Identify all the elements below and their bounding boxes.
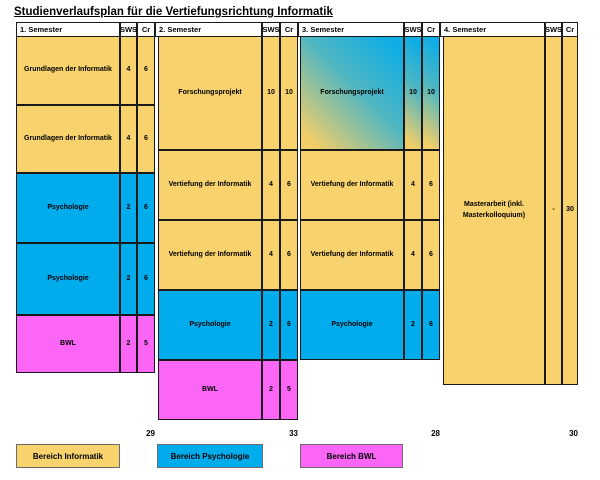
- course-sws: 2: [262, 290, 280, 360]
- course-cr: 6: [280, 220, 298, 290]
- course-sws: 10: [262, 36, 280, 150]
- legend-informatik: Bereich Informatik: [16, 444, 120, 468]
- semester1-sws-header: SWS: [120, 22, 137, 37]
- course-cr: 6: [422, 220, 440, 290]
- page-title: Studienverlaufsplan für die Vertiefungsr…: [14, 6, 333, 18]
- semester1-total: 29: [146, 429, 155, 438]
- course-cr: 6: [137, 173, 155, 243]
- course-cell: BWL: [158, 360, 262, 420]
- semester1-header: 1. Semester: [16, 22, 120, 37]
- course-sws: 4: [404, 150, 422, 220]
- semester2-total: 33: [289, 429, 298, 438]
- course-cell: Vertiefung der Informatik: [158, 220, 262, 290]
- course-sws: 10: [404, 36, 422, 150]
- course-cell: Masterarbeit (inkl. Masterkolloquium): [443, 36, 545, 385]
- course-cr: 6: [280, 290, 298, 360]
- semester3-total: 28: [431, 429, 440, 438]
- course-cell: Vertiefung der Informatik: [300, 150, 404, 220]
- course-cell: Forschungsprojekt: [300, 36, 404, 150]
- course-cell: Vertiefung der Informatik: [158, 150, 262, 220]
- course-cr: 10: [422, 36, 440, 150]
- course-cell: Psychologie: [16, 243, 120, 315]
- course-sws: 4: [262, 150, 280, 220]
- course-cr: 6: [137, 36, 155, 105]
- semester2-header: 2. Semester: [155, 22, 262, 37]
- course-sws: -: [545, 36, 562, 385]
- legend-bwl: Bereich BWL: [300, 444, 403, 468]
- course-cell: Vertiefung der Informatik: [300, 220, 404, 290]
- course-cell: BWL: [16, 315, 120, 373]
- course-cell: Psychologie: [16, 173, 120, 243]
- course-cr: 6: [137, 105, 155, 173]
- course-cell: Psychologie: [158, 290, 262, 360]
- course-cell: Grundlagen der Informatik: [16, 36, 120, 105]
- semester3-cr-header: Cr: [422, 22, 440, 37]
- semester4-sws-header: SWS: [545, 22, 562, 37]
- course-sws: 2: [120, 315, 137, 373]
- course-cell: Grundlagen der Informatik: [16, 105, 120, 173]
- semester4-cr-header: Cr: [562, 22, 578, 37]
- course-cr: 6: [422, 150, 440, 220]
- semester4-header: 4. Semester: [440, 22, 545, 37]
- course-cr: 6: [137, 243, 155, 315]
- legend-psychologie: Bereich Psychologie: [157, 444, 263, 468]
- semester3-header: 3. Semester: [298, 22, 404, 37]
- course-cell: Psychologie: [300, 290, 404, 360]
- course-cr: 30: [562, 36, 578, 385]
- course-cr: 10: [280, 36, 298, 150]
- course-cell: Forschungsprojekt: [158, 36, 262, 150]
- semester2-cr-header: Cr: [280, 22, 298, 37]
- course-sws: 2: [120, 173, 137, 243]
- course-sws: 2: [262, 360, 280, 420]
- semester2-sws-header: SWS: [262, 22, 280, 37]
- course-cr: 5: [137, 315, 155, 373]
- course-cr: 6: [280, 150, 298, 220]
- course-cr: 5: [280, 360, 298, 420]
- course-cr: 6: [422, 290, 440, 360]
- course-sws: 4: [262, 220, 280, 290]
- course-sws: 4: [120, 105, 137, 173]
- course-sws: 4: [404, 220, 422, 290]
- course-sws: 2: [120, 243, 137, 315]
- semester1-cr-header: Cr: [137, 22, 155, 37]
- semester3-sws-header: SWS: [404, 22, 422, 37]
- course-sws: 4: [120, 36, 137, 105]
- course-sws: 2: [404, 290, 422, 360]
- semester4-total: 30: [569, 429, 578, 438]
